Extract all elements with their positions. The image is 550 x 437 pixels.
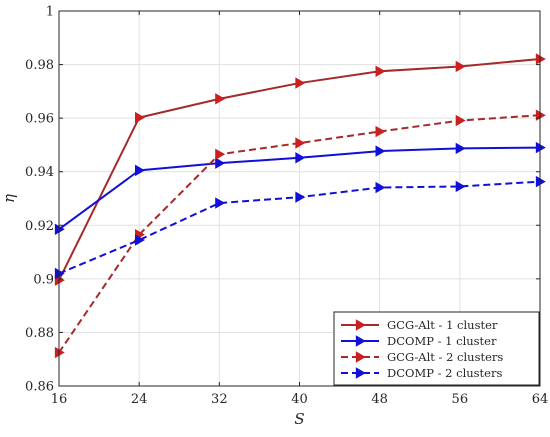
legend-marker <box>355 351 366 363</box>
y-tick-label: 0.86 <box>25 380 54 395</box>
data-point-marker <box>375 125 386 138</box>
data-point-marker <box>295 191 306 203</box>
x-tick-label: 40 <box>291 392 308 407</box>
x-axis-label: S <box>294 410 304 428</box>
data-point-marker <box>54 346 65 359</box>
data-point-marker <box>455 180 466 193</box>
data-point-marker <box>215 93 226 105</box>
legend-entry: DCOMP - 2 clusters <box>341 366 502 380</box>
data-point-marker <box>455 142 466 155</box>
legend-marker <box>355 319 366 331</box>
data-point-marker <box>375 181 386 194</box>
data-point-marker <box>54 267 65 280</box>
legend-entry: DCOMP - 1 cluster <box>341 334 497 348</box>
data-point-marker <box>375 65 386 77</box>
x-tick-label: 24 <box>131 392 148 407</box>
y-tick-label: 0.98 <box>25 58 54 73</box>
x-tick-label: 48 <box>371 392 388 407</box>
y-tick-label: 0.94 <box>25 165 54 180</box>
x-tick-label: 64 <box>532 392 549 407</box>
data-point-marker <box>455 60 466 73</box>
data-point-marker <box>375 145 386 157</box>
data-point-marker <box>455 114 466 127</box>
data-point-marker <box>135 111 145 124</box>
data-point-marker <box>535 141 546 154</box>
legend: GCG-Alt - 1 cluster DCOMP - 1 cluster GCG-… <box>333 311 540 386</box>
data-point-marker <box>54 223 65 235</box>
legend-marker <box>355 335 366 347</box>
legend-marker <box>355 367 366 379</box>
y-tick-label: 0.92 <box>25 219 54 234</box>
legend-label: GCG-Alt - 1 cluster <box>387 318 498 332</box>
legend-label: DCOMP - 1 cluster <box>387 334 497 348</box>
y-tick-label: 0.9 <box>33 272 54 287</box>
series-layer <box>54 53 546 359</box>
data-point-marker <box>535 109 546 121</box>
data-point-marker <box>215 148 226 160</box>
legend-label: DCOMP - 2 clusters <box>387 366 502 380</box>
series-1 <box>54 53 546 286</box>
data-point-marker <box>215 197 226 209</box>
legend-entry: GCG-Alt - 2 clusters <box>341 350 503 364</box>
data-point-marker <box>135 164 145 177</box>
x-tick-label: 16 <box>51 392 68 407</box>
y-tick-label: 0.96 <box>25 112 54 127</box>
y-tick-label: 0.88 <box>25 326 54 341</box>
data-point-marker <box>295 77 306 89</box>
series-2 <box>54 141 546 235</box>
data-point-marker <box>535 175 546 188</box>
data-point-marker <box>535 53 546 65</box>
series-4 <box>54 175 546 280</box>
y-axis-label: η <box>0 194 18 203</box>
data-point-marker <box>135 234 145 246</box>
x-tick-label: 56 <box>452 392 469 407</box>
x-tick-label: 32 <box>211 392 228 407</box>
data-point-marker <box>215 157 226 169</box>
data-point-marker <box>295 152 306 164</box>
axis-ticks: 16 24 32 40 48 56 64 0.86 0.88 0.9 0.92 0.94 0.96 0.9… <box>25 5 548 408</box>
legend-label: GCG-Alt - 2 clusters <box>387 350 503 364</box>
data-point-marker <box>295 137 306 149</box>
legend-entry: GCG-Alt - 1 cluster <box>341 318 498 332</box>
y-tick-label: 1 <box>46 5 54 20</box>
